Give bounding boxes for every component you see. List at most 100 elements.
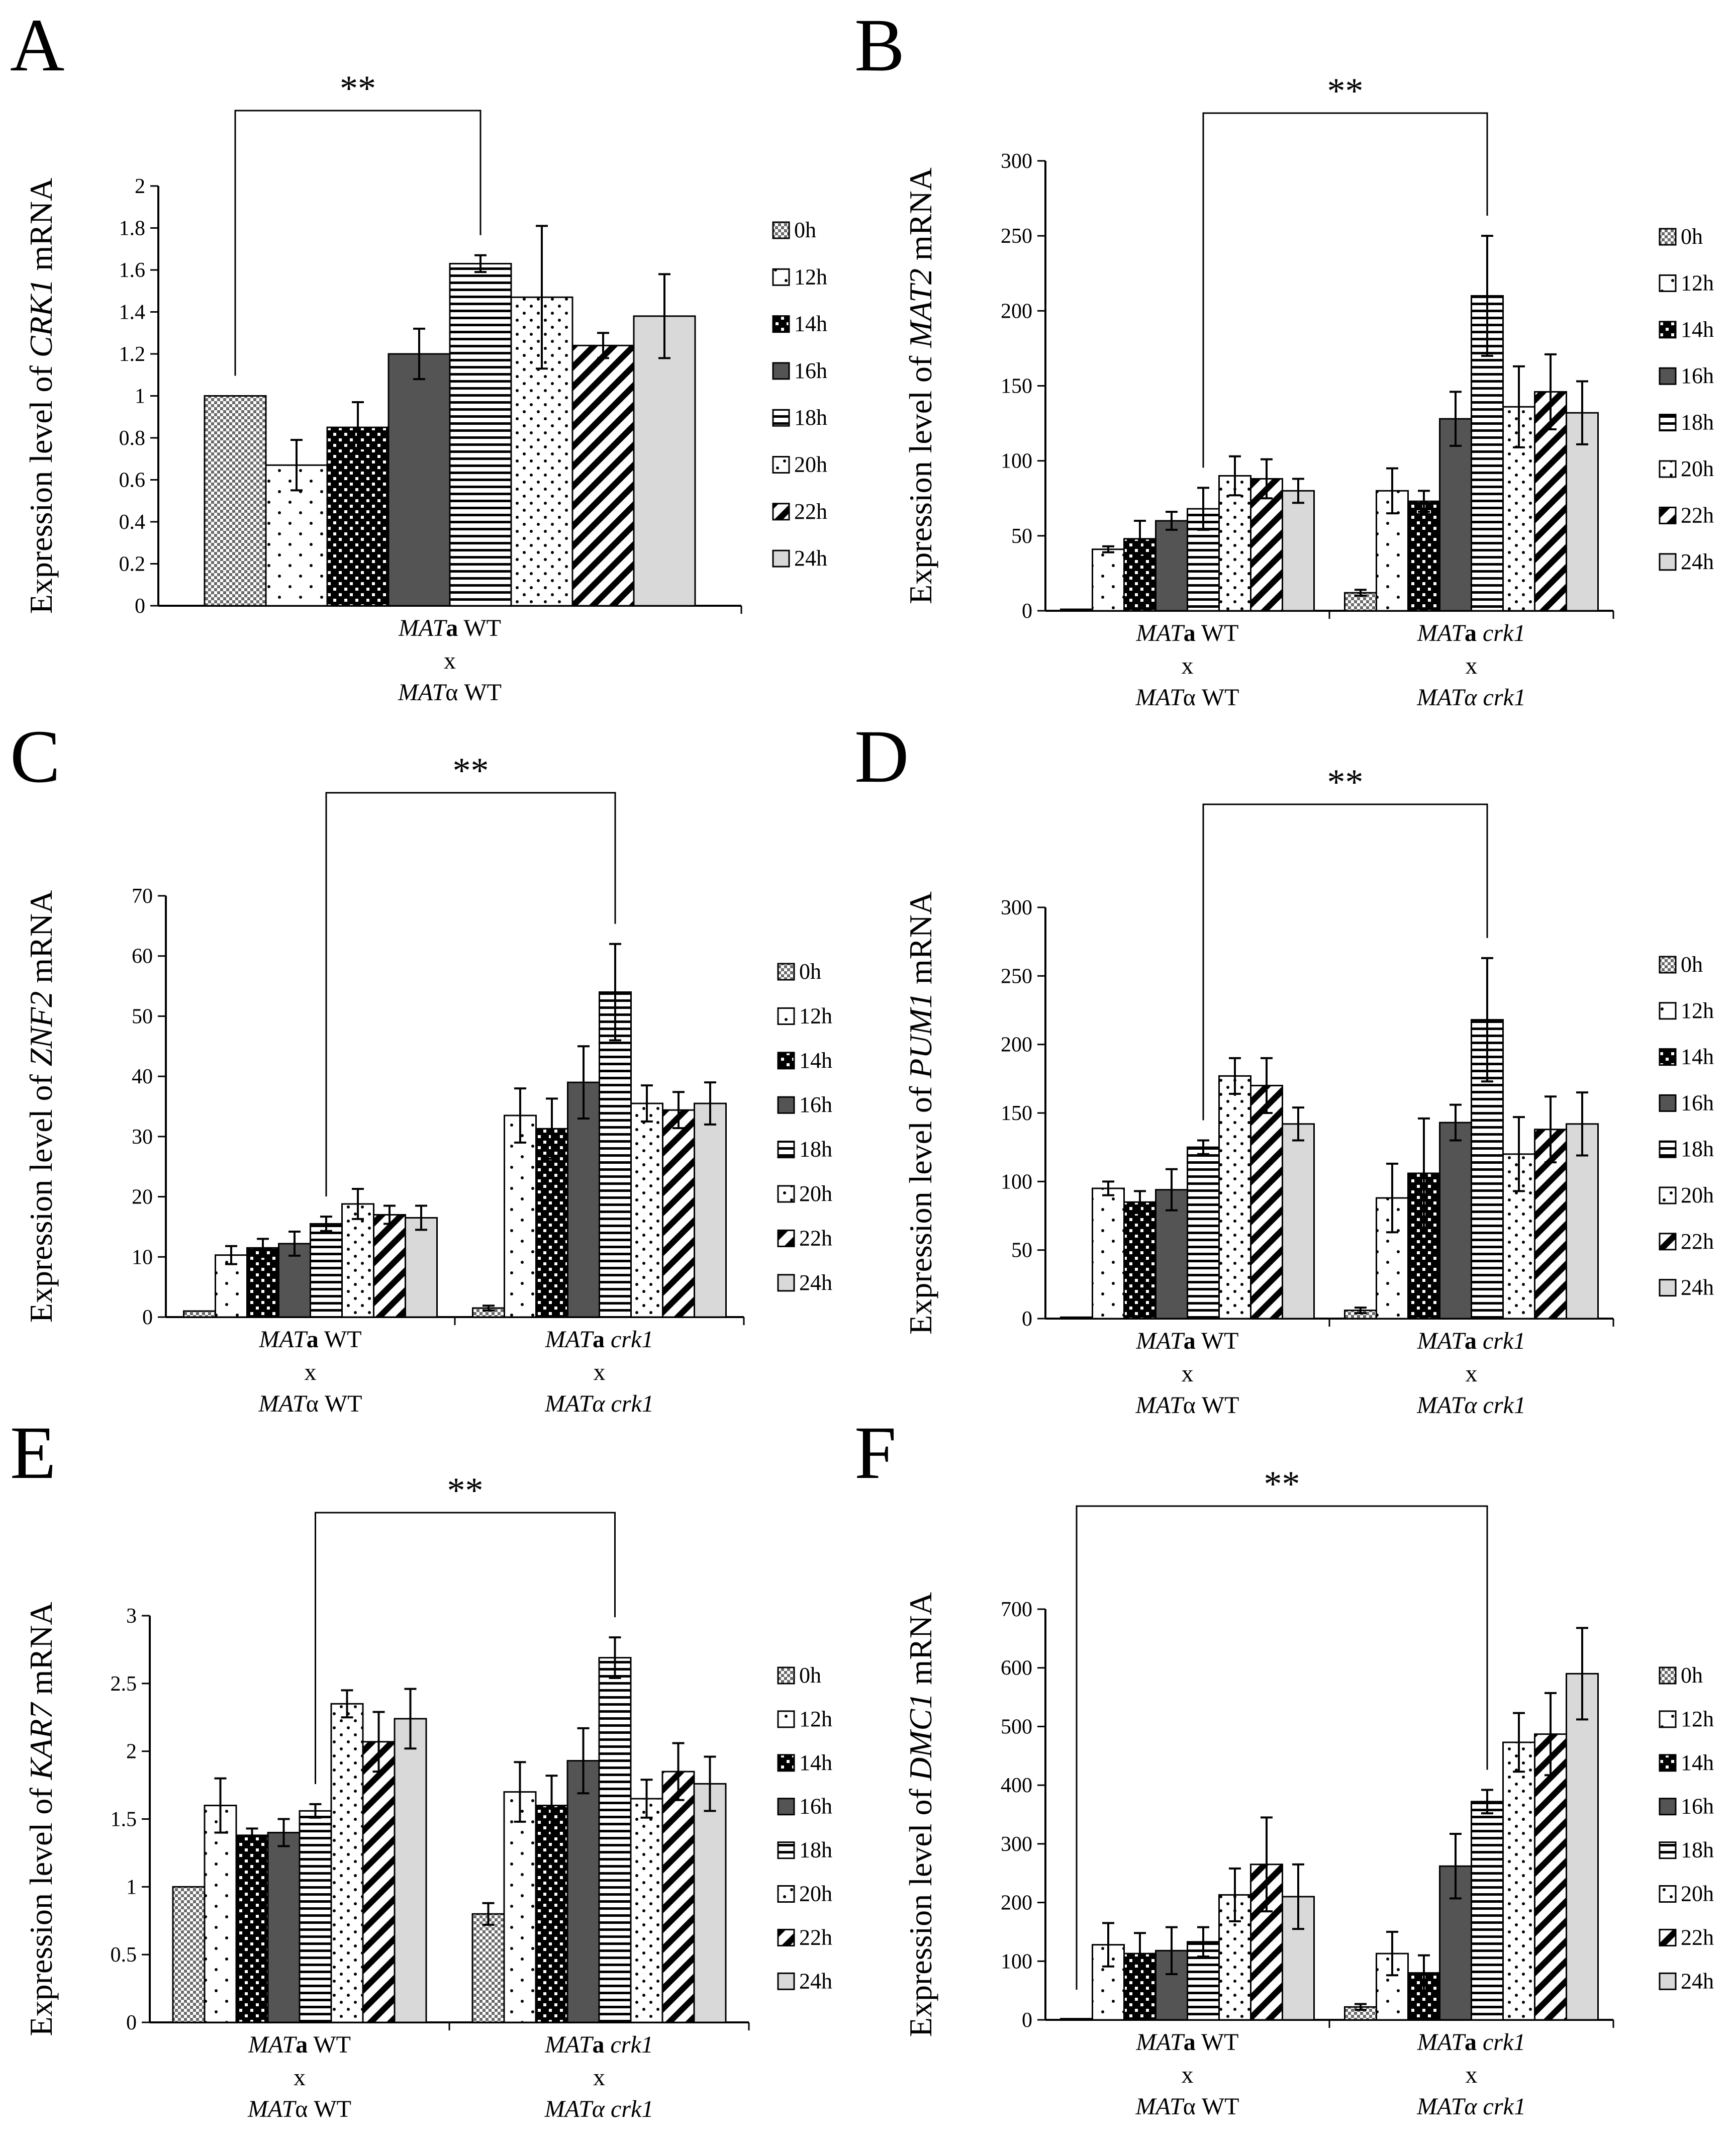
bar xyxy=(571,344,635,607)
panel-a: A 0 0.2 0.4 0.6 0.8 1 1.2 1.4 1.6 1.8 2 Expression l… xyxy=(10,4,827,706)
legend-swatch xyxy=(1659,1002,1677,1020)
y-tick-label: 20 xyxy=(132,1186,153,1209)
legend-label: 22h xyxy=(1681,1229,1714,1254)
legend-swatch xyxy=(772,503,790,521)
y-tick-label: 400 xyxy=(1001,1774,1032,1797)
group-label-line3: MATα crk1 xyxy=(1416,684,1526,711)
y-tick-label: 500 xyxy=(1001,1715,1032,1738)
y-tick-label: 1 xyxy=(135,385,145,408)
legend-label: 22h xyxy=(799,1226,832,1250)
legend-label: 20h xyxy=(1681,1183,1714,1207)
legend-label: 14h xyxy=(799,1750,832,1775)
bar xyxy=(373,1214,406,1318)
y-label-text: Expression level of xyxy=(903,1781,938,2037)
mat-text: MAT xyxy=(259,1326,309,1353)
mat-text: MAT xyxy=(1136,1328,1186,1354)
legend-label: 20h xyxy=(799,1882,832,1906)
legend-label: 24h xyxy=(1681,1275,1714,1300)
y-label-text: mRNA xyxy=(903,1592,938,1693)
bar xyxy=(1123,1201,1156,1320)
legend-swatch xyxy=(777,1754,795,1772)
group-label-line2: x xyxy=(1182,653,1194,679)
y-tick-label: 50 xyxy=(1011,525,1032,548)
bar xyxy=(599,991,632,1318)
bar xyxy=(503,1791,537,2023)
bar xyxy=(504,1114,537,1318)
legend-label: 20h xyxy=(1681,1882,1714,1906)
group-label-line1: MATa WT xyxy=(259,1326,362,1353)
y-label-text: mRNA xyxy=(23,890,59,991)
legend-swatch xyxy=(1659,1798,1677,1816)
mat-text: MAT xyxy=(1416,684,1466,711)
bar xyxy=(1282,490,1315,612)
panel-letter: D xyxy=(854,715,909,798)
panel-d: D 0 50 100 150 200 250 300 Expression level of P… xyxy=(854,715,1714,1419)
y-tick-label: 0 xyxy=(1022,2009,1032,2032)
bar xyxy=(1092,1187,1125,1320)
legend-label: 12h xyxy=(799,1707,832,1731)
legend-swatch xyxy=(1659,1094,1677,1112)
mat-a: a xyxy=(1184,620,1196,646)
bar xyxy=(394,1718,427,2023)
legend-label: 14h xyxy=(1681,1045,1714,1069)
group-label-line1: MATa crk1 xyxy=(1417,620,1526,646)
legend-swatch xyxy=(1659,274,1677,292)
strain-text: α WT xyxy=(295,2096,351,2122)
y-label-gene: PUM1 xyxy=(903,992,938,1079)
significance-label: ** xyxy=(453,751,489,791)
group-label-line1: MATa WT xyxy=(248,2031,351,2058)
mat-text: MAT xyxy=(544,1390,594,1417)
mat-a: a xyxy=(593,1326,605,1353)
mat-text: MAT xyxy=(544,2096,594,2122)
y-tick-label: 50 xyxy=(132,1005,153,1028)
mat-text: MAT xyxy=(1417,620,1467,646)
legend-swatch xyxy=(772,268,790,286)
mat-text: MAT xyxy=(248,2031,298,2058)
group-label-line3: MATα WT xyxy=(1135,1392,1239,1419)
y-tick-label: 250 xyxy=(1001,225,1032,248)
y-tick-label: 3 xyxy=(126,1605,137,1628)
group-label-line2: x xyxy=(294,2064,306,2091)
bar xyxy=(1155,520,1188,612)
strain-text: crk1 xyxy=(1477,620,1525,646)
group-label-line3: MATα crk1 xyxy=(544,1390,654,1417)
bar xyxy=(362,1741,396,2023)
legend-swatch xyxy=(1659,1972,1677,1990)
legend-label: 16h xyxy=(794,358,827,383)
legend-swatch xyxy=(1659,460,1677,478)
panel-c: C 0 10 20 30 40 50 60 70 Expression level of ZNF2… xyxy=(10,715,832,1417)
legend-swatch xyxy=(772,315,790,333)
legend-label: 0h xyxy=(1681,224,1703,249)
bar xyxy=(1187,1146,1220,1320)
group-label-line2: x xyxy=(1466,1360,1478,1387)
bar xyxy=(566,1760,600,2023)
y-label-gene: MAT2 xyxy=(903,268,938,348)
bar xyxy=(1060,1316,1093,1320)
strain-text: α WT xyxy=(445,679,502,706)
strain-text: WT xyxy=(308,2031,351,2058)
legend-swatch xyxy=(1659,1885,1677,1903)
significance-bracket xyxy=(234,110,481,376)
legend-swatch xyxy=(777,1229,795,1247)
legend-label: 0h xyxy=(1681,952,1703,977)
legend-label: 16h xyxy=(1681,363,1714,388)
y-tick-label: 700 xyxy=(1001,1598,1032,1621)
bar xyxy=(1092,548,1125,612)
panel-b: B 0 50 100 150 200 250 300 Expression level of M… xyxy=(854,4,1714,711)
y-label-text: Expression level of xyxy=(23,1780,59,2036)
bar xyxy=(662,1109,695,1318)
legend-label: 18h xyxy=(799,1137,832,1162)
legend-label: 24h xyxy=(799,1969,832,1993)
mat-text: MAT xyxy=(1135,1392,1185,1419)
bar xyxy=(1250,1084,1283,1320)
bar xyxy=(235,1834,269,2023)
significance-label: ** xyxy=(1327,762,1364,802)
legend-swatch xyxy=(777,1141,795,1159)
legend-swatch xyxy=(777,1666,795,1685)
legend-swatch xyxy=(772,221,790,239)
bar xyxy=(388,353,451,607)
y-tick-label: 300 xyxy=(1001,1833,1032,1856)
y-tick-label: 0 xyxy=(126,2011,137,2034)
y-tick-label: 30 xyxy=(132,1126,153,1149)
y-label-gene: CRK1 xyxy=(23,279,59,357)
